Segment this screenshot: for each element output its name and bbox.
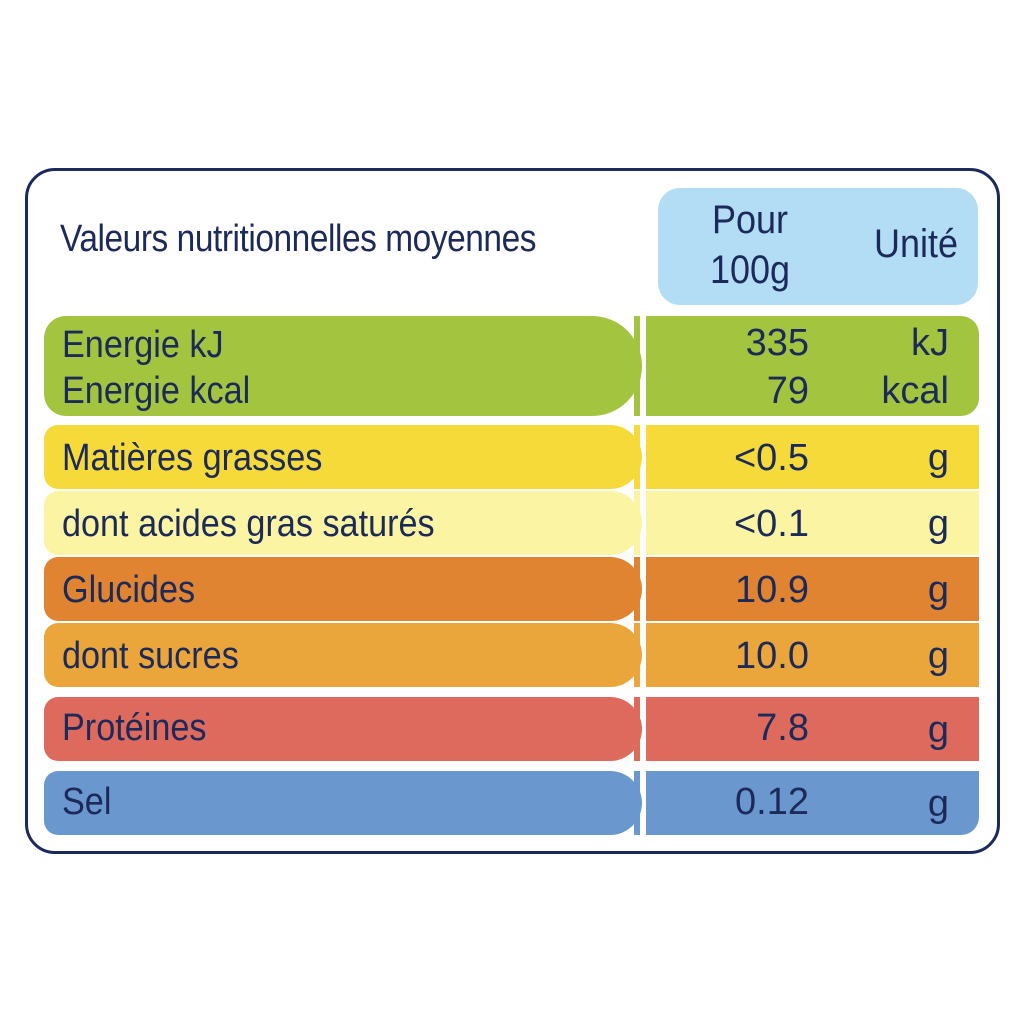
row-value-band — [634, 316, 979, 416]
row-label-band — [44, 425, 642, 489]
row-separator-curve — [640, 697, 646, 761]
nutrient-value: 7.8 — [756, 707, 809, 749]
row-label-band — [44, 491, 642, 555]
nutrient-unit: g — [927, 783, 949, 825]
row-label-band — [44, 316, 642, 416]
nutrient-label: Glucides — [62, 569, 196, 611]
nutrient-value: <0.1 — [733, 503, 809, 545]
nutrient-unit: g — [927, 709, 949, 751]
row-value-band — [634, 697, 979, 761]
table-title: Valeurs nutritionnelles moyennes — [60, 218, 537, 260]
nutrient-label: dont sucres — [62, 635, 239, 677]
nutrient-row-energy: Energie kJ Energie kcal 335 79 kJ kcal — [44, 316, 979, 416]
row-separator-curve — [640, 491, 646, 555]
per-100g-header-line2: 100g — [709, 248, 791, 292]
nutrient-unit: g — [927, 569, 949, 611]
nutrient-label: Energie kJ — [62, 324, 224, 366]
nutrient-unit: g — [927, 503, 949, 545]
nutrient-row-saturated-fat: dont acides gras saturés <0.1 g — [44, 491, 979, 555]
nutrient-label: Sel — [62, 781, 112, 823]
row-value-band — [634, 771, 979, 835]
row-label-band — [44, 557, 642, 621]
nutrient-value: <0.5 — [733, 437, 809, 479]
row-value-band — [634, 557, 979, 621]
row-label-band — [44, 623, 642, 687]
nutrient-label-secondary: Energie kcal — [62, 370, 251, 412]
per-100g-header-line1: Pour — [711, 198, 789, 242]
nutrient-unit-secondary: kcal — [881, 370, 949, 412]
nutrient-value: 335 — [745, 322, 809, 364]
per-100g-header: Pour 100g — [705, 195, 795, 295]
nutrient-value: 10.0 — [735, 635, 809, 677]
row-value-band — [634, 425, 979, 489]
nutrient-unit: kJ — [911, 322, 949, 364]
nutrient-value: 0.12 — [735, 781, 809, 823]
nutrient-value-secondary: 79 — [766, 370, 809, 412]
row-value-band — [634, 491, 979, 555]
row-label-band — [44, 771, 642, 835]
row-separator-curve — [640, 771, 646, 835]
column-header-box — [658, 188, 978, 305]
nutrient-unit: g — [927, 635, 949, 677]
row-separator-curve — [640, 316, 646, 416]
row-label-band — [44, 697, 642, 761]
nutrient-row-protein: Protéines 7.8 g — [44, 697, 979, 761]
nutrient-label: Protéines — [62, 707, 207, 749]
row-separator-curve — [640, 623, 646, 687]
nutrient-row-fat: Matières grasses <0.5 g — [44, 425, 979, 489]
nutrient-row-salt: Sel 0.12 g — [44, 771, 979, 835]
nutrient-row-carbohydrates: Glucides 10.9 g — [44, 557, 979, 621]
row-separator-curve — [640, 557, 646, 621]
nutrient-label: Matières grasses — [62, 437, 323, 479]
unit-header: Unité — [873, 222, 959, 266]
row-separator-curve — [640, 425, 646, 489]
nutrient-value: 10.9 — [735, 569, 809, 611]
nutrient-row-sugars: dont sucres 10.0 g — [44, 623, 979, 687]
row-value-band — [634, 623, 979, 687]
nutrient-unit: g — [927, 437, 949, 479]
nutrient-label: dont acides gras saturés — [62, 503, 435, 545]
